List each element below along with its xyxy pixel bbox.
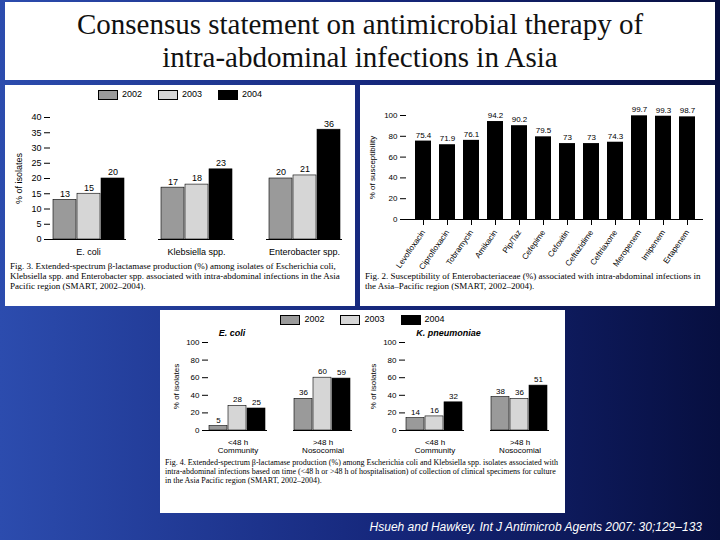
svg-text:76.1: 76.1 — [464, 130, 480, 139]
svg-text:60: 60 — [389, 153, 398, 162]
html-text:K. pneumoniae: K. pneumoniae — [416, 328, 481, 338]
svg-text:100: 100 — [383, 338, 397, 347]
svg-text:36: 36 — [515, 388, 524, 397]
svg-text:14: 14 — [411, 408, 420, 417]
svg-text:73: 73 — [587, 133, 596, 142]
svg-text:99.7: 99.7 — [632, 105, 648, 114]
svg-text:99.3: 99.3 — [656, 106, 672, 115]
html-text:2002: 2002 — [122, 89, 142, 100]
svg-text:30: 30 — [31, 143, 41, 153]
svg-text:40: 40 — [388, 391, 397, 400]
svg-text:% of isolates: % of isolates — [369, 364, 378, 409]
svg-text:60: 60 — [318, 367, 327, 376]
svg-text:32: 32 — [449, 392, 458, 401]
svg-text:40: 40 — [31, 112, 41, 122]
svg-text:Enterobacter spp.: Enterobacter spp. — [269, 247, 340, 257]
svg-text:Cefepime: Cefepime — [520, 228, 547, 262]
svg-text:5: 5 — [36, 219, 41, 229]
html-text:2003: 2003 — [182, 89, 202, 100]
svg-text:10: 10 — [31, 204, 41, 214]
svg-text:Ceftazidime: Ceftazidime — [563, 228, 596, 268]
svg-text:100: 100 — [186, 338, 200, 347]
svg-text:0: 0 — [392, 426, 397, 435]
svg-text:Ceftriaxone: Ceftriaxone — [588, 228, 620, 267]
html-text:Hsueh and Hawkey. Int J Antimi: Hsueh and Hawkey. Int J Antimicrob Agent… — [369, 520, 702, 534]
svg-text:Ciprofloxacin: Ciprofloxacin — [417, 228, 451, 271]
svg-text:20: 20 — [190, 408, 199, 417]
svg-text:Cefoxitin: Cefoxitin — [546, 228, 571, 259]
svg-text:20: 20 — [276, 167, 286, 177]
svg-text:% of isolates: % of isolates — [14, 152, 24, 204]
svg-text:100: 100 — [384, 111, 398, 120]
svg-text:35: 35 — [31, 128, 41, 138]
svg-text:25: 25 — [31, 158, 41, 168]
svg-text:0: 0 — [393, 215, 398, 224]
svg-text:16: 16 — [430, 406, 439, 415]
svg-text:>48 hNosocomial: >48 hNosocomial — [302, 438, 344, 455]
svg-text:<48 hCommunity: <48 hCommunity — [415, 438, 455, 455]
svg-text:15: 15 — [31, 189, 41, 199]
svg-text:21: 21 — [300, 164, 310, 174]
svg-text:Amikacin: Amikacin — [473, 228, 499, 260]
svg-text:Tobramycin: Tobramycin — [444, 228, 475, 267]
svg-text:5: 5 — [216, 416, 221, 425]
svg-text:Imipenem: Imipenem — [639, 228, 668, 263]
svg-text:60: 60 — [388, 373, 397, 382]
svg-text:Levofloxacin: Levofloxacin — [394, 228, 428, 270]
svg-text:<48 hCommunity: <48 hCommunity — [218, 438, 258, 455]
svg-text:20: 20 — [389, 194, 398, 203]
svg-text:28: 28 — [233, 395, 242, 404]
svg-text:73: 73 — [563, 133, 572, 142]
svg-text:79.5: 79.5 — [536, 126, 552, 135]
svg-text:80: 80 — [190, 356, 199, 365]
html-text:2003: 2003 — [364, 314, 385, 325]
svg-text:36: 36 — [324, 119, 334, 129]
svg-text:Pip/Taz: Pip/Taz — [501, 228, 523, 255]
svg-text:20: 20 — [388, 408, 397, 417]
svg-text:36: 36 — [299, 388, 308, 397]
svg-text:20: 20 — [31, 173, 41, 183]
svg-text:>48 hNosocomial: >48 hNosocomial — [499, 438, 541, 455]
svg-text:74.3: 74.3 — [608, 132, 624, 141]
svg-text:13: 13 — [60, 189, 70, 199]
svg-text:80: 80 — [389, 132, 398, 141]
svg-text:0: 0 — [36, 234, 41, 244]
svg-text:80: 80 — [388, 356, 397, 365]
svg-text:% of isolates: % of isolates — [172, 364, 181, 409]
svg-text:17: 17 — [168, 177, 178, 187]
html-text:2004: 2004 — [242, 89, 262, 100]
svg-text:51: 51 — [534, 375, 543, 384]
svg-text:0: 0 — [195, 426, 200, 435]
svg-text:94.2: 94.2 — [488, 111, 504, 120]
html-text:Fig. 4. Extended-spectrum β-la: Fig. 4. Extended-spectrum β-lactamase pr… — [165, 458, 559, 485]
svg-text:Ertapenem: Ertapenem — [661, 228, 691, 265]
svg-text:23: 23 — [216, 158, 226, 168]
svg-text:75.4: 75.4 — [416, 131, 432, 140]
html-text:Fig. 3. Extended-spectrum β-la: Fig. 3. Extended-spectrum β-lactamase pr… — [10, 261, 340, 291]
svg-text:15: 15 — [84, 183, 94, 193]
svg-text:20: 20 — [108, 167, 118, 177]
svg-text:71.9: 71.9 — [440, 134, 456, 143]
svg-text:98.7: 98.7 — [680, 106, 696, 115]
html-text:E. coli: E. coli — [218, 328, 246, 338]
svg-text:25: 25 — [252, 398, 261, 407]
html-text:Consensus statement on antimic: Consensus statement on antimicrobial the… — [76, 8, 644, 73]
html-text:2004: 2004 — [424, 314, 445, 325]
svg-text:Klebsiella spp.: Klebsiella spp. — [167, 247, 225, 257]
svg-text:% of susceptibility: % of susceptibility — [368, 136, 377, 200]
svg-text:38: 38 — [496, 387, 505, 396]
svg-text:40: 40 — [190, 391, 199, 400]
svg-text:E. coli: E. coli — [76, 247, 101, 257]
svg-text:18: 18 — [192, 173, 202, 183]
svg-text:Meropenem: Meropenem — [611, 228, 643, 268]
svg-text:90.2: 90.2 — [512, 115, 528, 124]
svg-text:59: 59 — [337, 368, 346, 377]
html-text:Fig. 2. Susceptibility of Ente: Fig. 2. Susceptibility of Enterobacteria… — [365, 271, 701, 291]
svg-text:40: 40 — [389, 173, 398, 182]
html-text:2002: 2002 — [304, 314, 325, 325]
svg-text:60: 60 — [190, 373, 199, 382]
